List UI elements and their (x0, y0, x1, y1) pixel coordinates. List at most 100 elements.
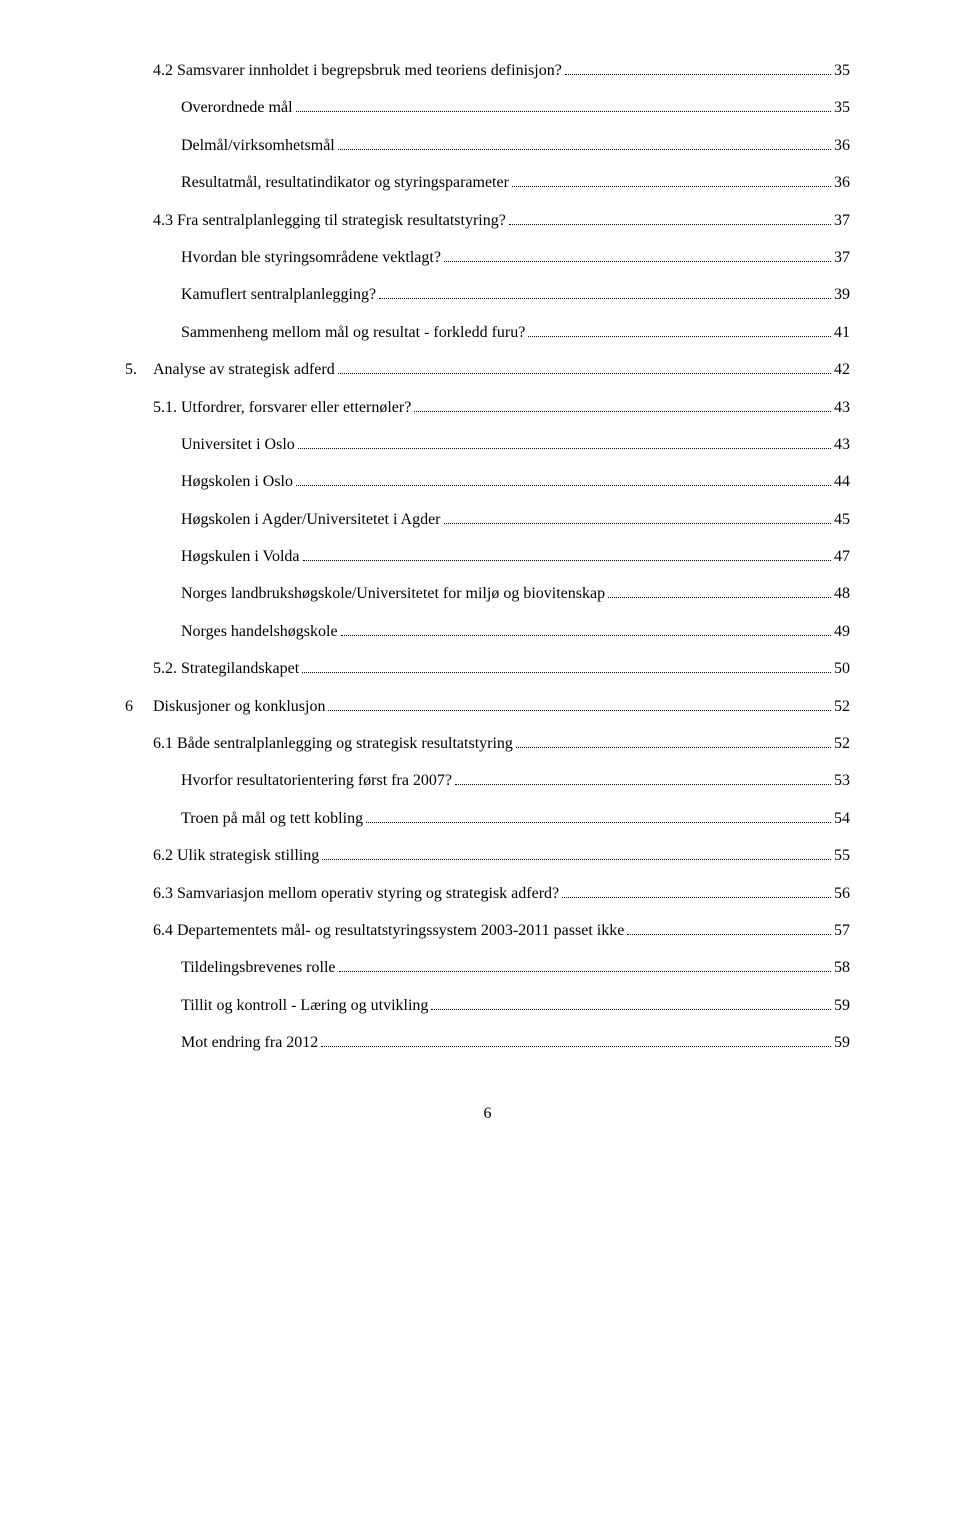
toc-page-number: 36 (834, 172, 850, 194)
toc-entry-text: Troen på mål og tett kobling (181, 808, 363, 830)
toc-entry-text: 6.3 Samvariasjon mellom operativ styring… (153, 883, 559, 905)
toc-page-number: 54 (834, 808, 850, 830)
toc-chapter-number: 6 (125, 696, 153, 718)
page-footer: 6 (125, 1105, 850, 1123)
toc-page-number: 53 (834, 770, 850, 792)
page-number: 6 (484, 1105, 492, 1122)
toc-entry-text: Sammenheng mellom mål og resultat - fork… (181, 322, 525, 344)
toc-page-number: 35 (834, 60, 850, 82)
toc-entry: 4.3 Fra sentralplanlegging til strategis… (125, 210, 850, 232)
toc-entry: Høgskulen i Volda 47 (125, 546, 850, 568)
toc-entry-text: 6.4 Departementets mål- og resultatstyri… (153, 920, 624, 942)
toc-entry: 5.2. Strategilandskapet 50 (125, 658, 850, 680)
toc-leader-dots (414, 411, 831, 412)
table-of-contents: 4.2 Samsvarer innholdet i begrepsbruk me… (125, 60, 850, 1055)
toc-page-number: 37 (834, 210, 850, 232)
toc-entry: Sammenheng mellom mål og resultat - fork… (125, 322, 850, 344)
toc-leader-dots (339, 971, 832, 972)
toc-entry: 6.3 Samvariasjon mellom operativ styring… (125, 883, 850, 905)
toc-page-number: 52 (834, 733, 850, 755)
toc-entry-text: Tildelingsbrevenes rolle (181, 957, 336, 979)
toc-leader-dots (322, 859, 831, 860)
toc-leader-dots (302, 672, 831, 673)
toc-leader-dots (516, 747, 831, 748)
toc-entry: Kamuflert sentralplanlegging? 39 (125, 284, 850, 306)
toc-page-number: 43 (834, 397, 850, 419)
toc-page-number: 59 (834, 995, 850, 1017)
toc-page-number: 37 (834, 247, 850, 269)
toc-page-number: 42 (834, 359, 850, 381)
toc-entry-text: Kamuflert sentralplanlegging? (181, 284, 376, 306)
toc-entry-text: Høgskolen i Oslo (181, 471, 293, 493)
toc-page-number: 41 (834, 322, 850, 344)
toc-leader-dots (296, 111, 831, 112)
toc-chapter-number: 5. (125, 359, 153, 381)
toc-leader-dots (455, 784, 831, 785)
toc-entry: 6.1 Både sentralplanlegging og strategis… (125, 733, 850, 755)
toc-page-number: 56 (834, 883, 850, 905)
toc-entry: Mot endring fra 2012 59 (125, 1032, 850, 1054)
toc-page-number: 59 (834, 1032, 850, 1054)
toc-entry: Hvorfor resultatorientering først fra 20… (125, 770, 850, 792)
toc-entry-text: Analyse av strategisk adferd (153, 359, 335, 381)
toc-entry: Resultatmål, resultatindikator og styrin… (125, 172, 850, 194)
toc-page-number: 48 (834, 583, 850, 605)
toc-leader-dots (328, 710, 831, 711)
toc-leader-dots (303, 560, 831, 561)
toc-entry-text: Høgskulen i Volda (181, 546, 300, 568)
toc-leader-dots (298, 448, 831, 449)
toc-entry: 6.4 Departementets mål- og resultatstyri… (125, 920, 850, 942)
toc-page-number: 50 (834, 658, 850, 680)
toc-page-number: 52 (834, 696, 850, 718)
toc-entry-text: 4.3 Fra sentralplanlegging til strategis… (153, 210, 506, 232)
toc-page-number: 55 (834, 845, 850, 867)
toc-leader-dots (379, 298, 831, 299)
toc-entry: Universitet i Oslo 43 (125, 434, 850, 456)
toc-page-number: 45 (834, 509, 850, 531)
toc-leader-dots (627, 934, 831, 935)
toc-entry-text: Mot endring fra 2012 (181, 1032, 318, 1054)
toc-entry-text: Universitet i Oslo (181, 434, 295, 456)
toc-entry-text: 6.1 Både sentralplanlegging og strategis… (153, 733, 513, 755)
toc-page-number: 57 (834, 920, 850, 942)
toc-leader-dots (444, 261, 831, 262)
toc-page-number: 39 (834, 284, 850, 306)
toc-entry: 5.Analyse av strategisk adferd 42 (125, 359, 850, 381)
toc-leader-dots (565, 74, 831, 75)
toc-entry-text: Overordnede mål (181, 97, 293, 119)
toc-entry-text: Norges handelshøgskole (181, 621, 338, 643)
toc-entry: 4.2 Samsvarer innholdet i begrepsbruk me… (125, 60, 850, 82)
toc-entry: 5.1. Utfordrer, forsvarer eller etternøl… (125, 397, 850, 419)
toc-page-number: 49 (834, 621, 850, 643)
toc-entry: Troen på mål og tett kobling 54 (125, 808, 850, 830)
toc-leader-dots (431, 1009, 831, 1010)
toc-entry: Tillit og kontroll - Læring og utvikling… (125, 995, 850, 1017)
toc-leader-dots (528, 336, 831, 337)
toc-entry-text: 4.2 Samsvarer innholdet i begrepsbruk me… (153, 60, 562, 82)
toc-leader-dots (338, 373, 831, 374)
toc-leader-dots (366, 822, 831, 823)
toc-entry: Høgskolen i Oslo 44 (125, 471, 850, 493)
toc-leader-dots (512, 186, 831, 187)
toc-entry-text: 6.2 Ulik strategisk stilling (153, 845, 319, 867)
toc-entry: 6.2 Ulik strategisk stilling 55 (125, 845, 850, 867)
toc-entry-text: Tillit og kontroll - Læring og utvikling (181, 995, 428, 1017)
toc-entry: Delmål/virksomhetsmål 36 (125, 135, 850, 157)
toc-leader-dots (562, 897, 831, 898)
toc-page-number: 36 (834, 135, 850, 157)
toc-entry: Høgskolen i Agder/Universitetet i Agder … (125, 509, 850, 531)
toc-entry-text: Høgskolen i Agder/Universitetet i Agder (181, 509, 441, 531)
toc-page-number: 58 (834, 957, 850, 979)
toc-entry: Norges landbrukshøgskole/Universitetet f… (125, 583, 850, 605)
toc-leader-dots (296, 485, 831, 486)
toc-leader-dots (608, 597, 831, 598)
toc-leader-dots (444, 523, 831, 524)
toc-entry-text: Resultatmål, resultatindikator og styrin… (181, 172, 509, 194)
toc-entry-text: Hvordan ble styringsområdene vektlagt? (181, 247, 441, 269)
toc-leader-dots (341, 635, 831, 636)
toc-leader-dots (509, 224, 831, 225)
toc-page-number: 43 (834, 434, 850, 456)
toc-entry: 6Diskusjoner og konklusjon 52 (125, 696, 850, 718)
toc-entry: Tildelingsbrevenes rolle 58 (125, 957, 850, 979)
toc-entry-text: 5.1. Utfordrer, forsvarer eller etternøl… (153, 397, 411, 419)
